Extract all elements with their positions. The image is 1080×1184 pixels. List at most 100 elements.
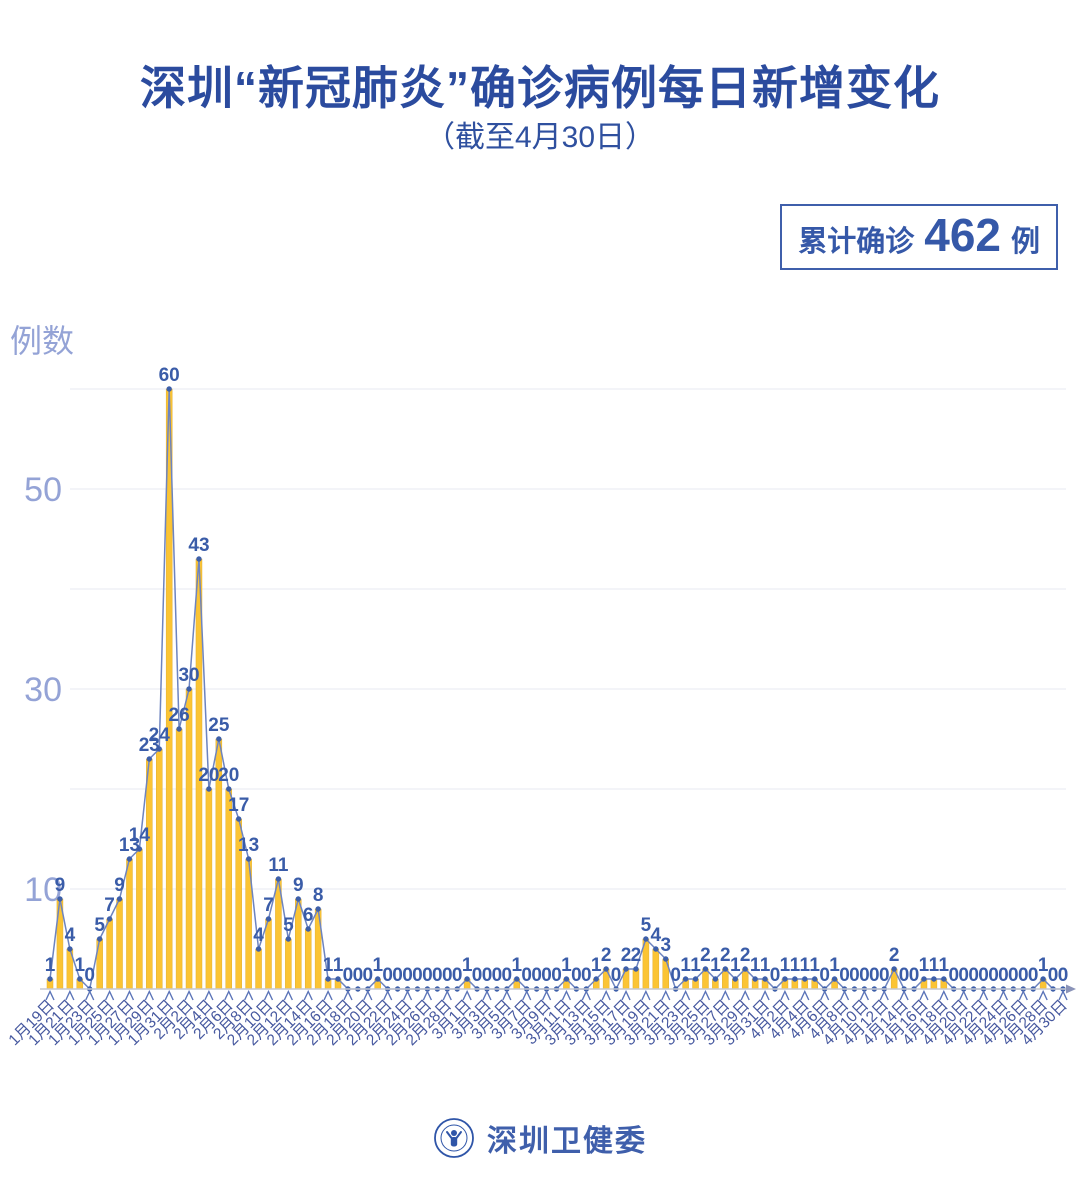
- value-label: 1: [511, 955, 522, 976]
- value-label: 0: [968, 965, 979, 986]
- x-tick-mark: [740, 989, 750, 1001]
- value-label: 0: [551, 965, 562, 986]
- value-label: 1: [333, 955, 344, 976]
- x-tick-mark: [144, 989, 154, 1001]
- x-tick-mark: [760, 989, 770, 1001]
- value-label: 7: [263, 895, 274, 916]
- badge-prefix-label: 累计确诊: [798, 226, 915, 258]
- page-subtitle: （截至4月30日）: [424, 121, 656, 154]
- data-point: [633, 966, 639, 972]
- value-label: 1: [939, 955, 950, 976]
- daily-cases-bar: [255, 948, 262, 990]
- x-tick-mark: [541, 989, 552, 1001]
- value-label: 0: [442, 965, 453, 986]
- daily-cases-bar: [304, 928, 312, 990]
- value-label: 8: [313, 885, 324, 906]
- value-label: 0: [899, 965, 910, 986]
- value-label: 1: [323, 955, 334, 976]
- data-point: [136, 846, 143, 852]
- data-point: [106, 916, 113, 922]
- value-label: 1: [591, 955, 602, 976]
- logo-inner-ring: [440, 1124, 468, 1152]
- value-label: 0: [581, 965, 592, 986]
- data-point: [802, 976, 808, 982]
- value-label: 5: [283, 915, 294, 936]
- data-point: [921, 976, 927, 982]
- value-label: 1: [75, 955, 86, 976]
- value-label: 17: [228, 795, 249, 816]
- value-label: 0: [472, 965, 483, 986]
- data-point: [623, 966, 629, 972]
- value-label: 0: [1028, 965, 1039, 986]
- x-tick-mark: [820, 989, 830, 1001]
- x-tick-mark: [263, 989, 274, 1001]
- value-label: 0: [432, 965, 443, 986]
- daily-cases-bar: [225, 788, 233, 990]
- data-point: [593, 976, 599, 982]
- value-label: 4: [65, 925, 76, 946]
- x-tick-mark: [303, 989, 313, 1001]
- data-point: [325, 976, 331, 982]
- value-label: 0: [502, 965, 513, 986]
- x-tick-mark: [502, 989, 512, 1001]
- data-point: [265, 916, 272, 922]
- data-point: [891, 966, 897, 972]
- daily-cases-bar: [126, 858, 133, 990]
- value-label: 0: [353, 965, 364, 986]
- x-tick-mark: [1018, 989, 1028, 1001]
- x-tick-mark: [839, 989, 850, 1001]
- value-label: 0: [531, 965, 542, 986]
- data-point: [57, 896, 63, 902]
- value-label: 2: [601, 945, 612, 966]
- x-tick-mark: [383, 989, 393, 1001]
- value-label: 9: [114, 875, 125, 896]
- value-label: 14: [129, 825, 151, 846]
- value-label: 0: [343, 965, 354, 986]
- x-tick-mark: [978, 989, 989, 1001]
- value-label: 0: [839, 965, 850, 986]
- x-tick-mark: [85, 989, 95, 1001]
- x-tick-mark: [800, 989, 810, 1001]
- data-point: [643, 936, 649, 942]
- data-point: [782, 976, 788, 982]
- x-tick-mark: [720, 989, 730, 1001]
- data-point: [931, 976, 937, 982]
- value-label: 2: [631, 945, 642, 966]
- data-point: [464, 976, 470, 982]
- daily-cases-bar: [116, 898, 123, 990]
- value-label: 4: [651, 925, 662, 946]
- value-label: 1: [760, 955, 771, 976]
- value-label: 0: [1058, 965, 1069, 986]
- value-label: 0: [770, 965, 781, 986]
- x-tick-mark: [661, 989, 671, 1001]
- value-label: 5: [641, 915, 652, 936]
- value-label: 0: [998, 965, 1009, 986]
- x-tick-mark: [581, 989, 591, 1001]
- value-label: 24: [149, 725, 171, 746]
- value-label: 0: [879, 965, 890, 986]
- data-point: [315, 906, 321, 912]
- x-tick-mark: [462, 989, 472, 1001]
- value-label: 2: [621, 945, 632, 966]
- value-label: 30: [178, 665, 199, 686]
- data-point: [216, 736, 222, 742]
- x-tick-mark: [482, 989, 492, 1001]
- daily-cases-bar: [265, 918, 272, 990]
- value-label: 1: [372, 955, 383, 976]
- x-tick-mark: [283, 989, 293, 1001]
- value-label: 60: [159, 365, 180, 386]
- value-label: 0: [948, 965, 959, 986]
- value-label: 0: [611, 965, 622, 986]
- data-point: [742, 966, 748, 972]
- value-label: 0: [382, 965, 393, 986]
- value-label: 1: [462, 955, 473, 976]
- data-point: [563, 976, 570, 982]
- value-label: 0: [909, 965, 920, 986]
- value-label: 1: [799, 955, 810, 976]
- value-label: 0: [392, 965, 403, 986]
- data-point: [692, 976, 699, 982]
- data-point: [702, 966, 709, 972]
- data-point: [116, 896, 123, 902]
- data-point: [722, 966, 729, 972]
- data-point: [255, 946, 262, 952]
